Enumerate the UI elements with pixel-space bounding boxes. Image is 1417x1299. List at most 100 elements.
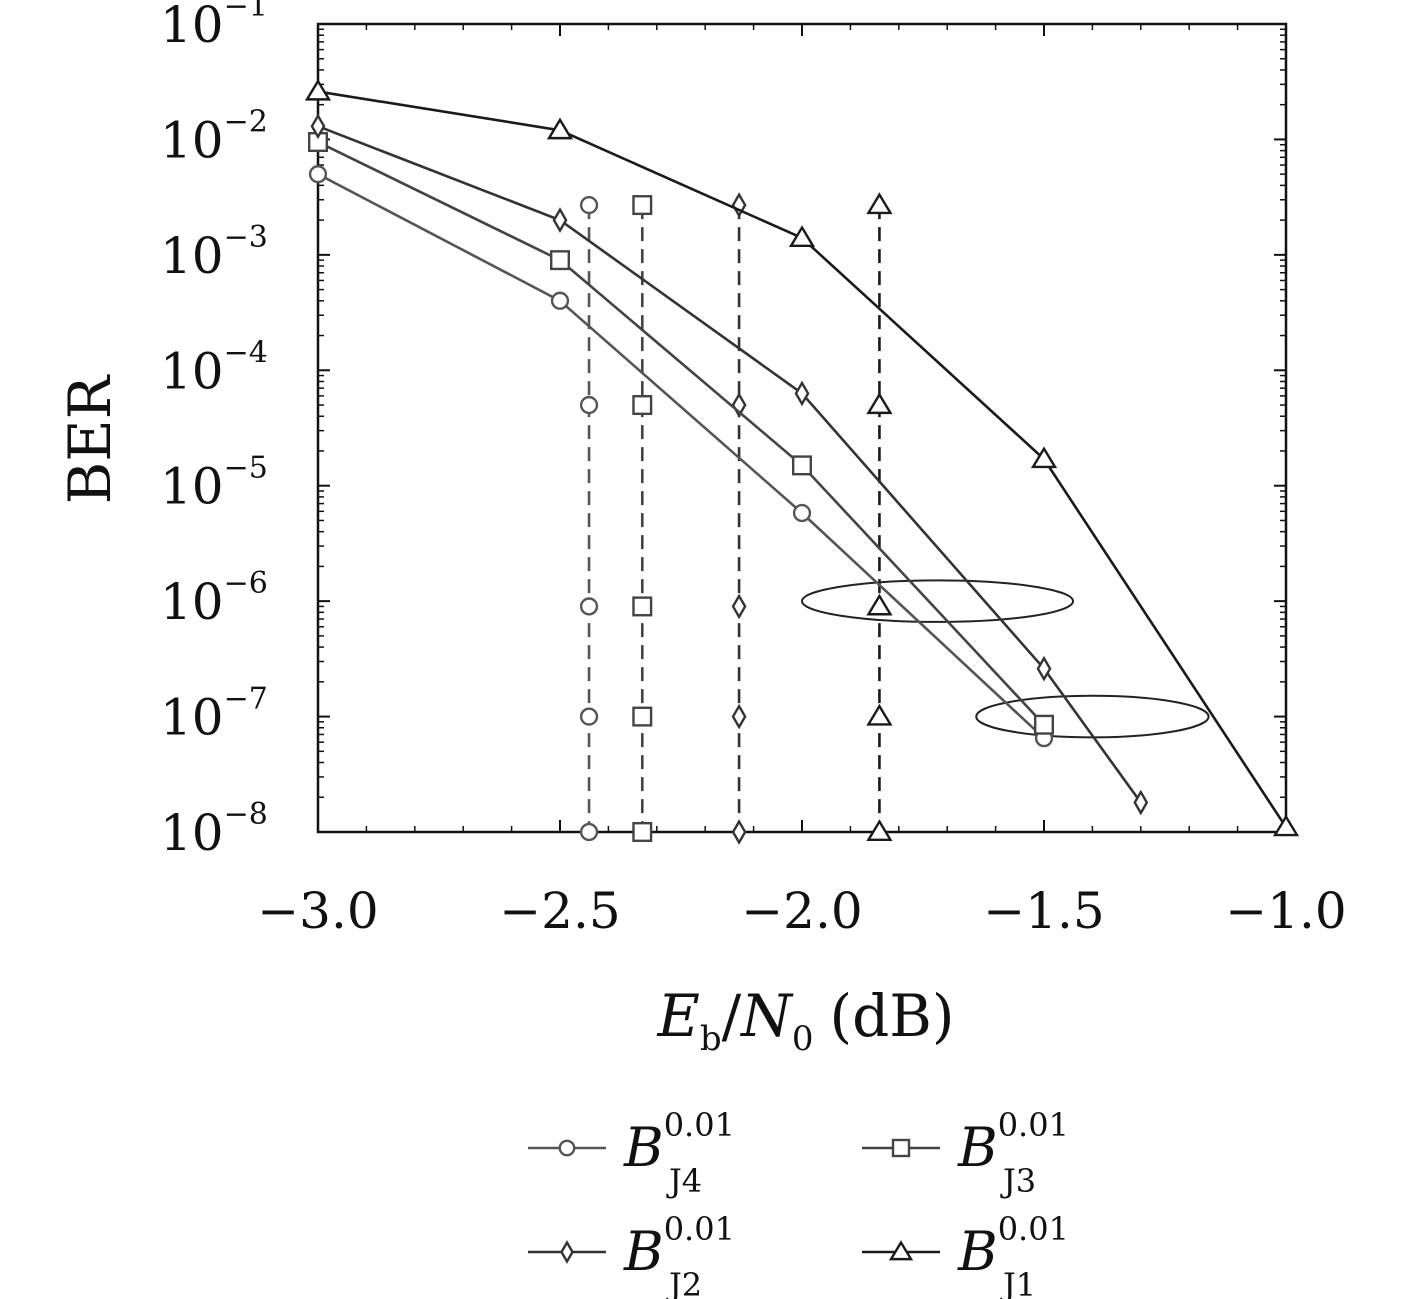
x-title-symbol2-sub: 0	[792, 1019, 814, 1059]
data-point-j3	[792, 455, 813, 476]
legend-sup: 0.01	[998, 1210, 1069, 1248]
threshold-lines	[579, 192, 893, 845]
legend-label-j1: B0.01 J1	[957, 1210, 1069, 1299]
threshold-marker-j2	[731, 593, 747, 620]
threshold-marker-j3	[632, 195, 653, 216]
legend-main: B	[623, 1220, 664, 1283]
y-tick-base: 10	[160, 111, 224, 169]
series-line-j3	[318, 140, 1045, 726]
legend-marker-j3	[891, 1138, 911, 1158]
y-tick-label: 10−4	[160, 335, 268, 400]
y-tick-exponent: −3	[224, 220, 268, 255]
threshold-marker-j4	[579, 707, 599, 726]
y-tick-exponent: −6	[224, 566, 268, 601]
axis-ticks	[317, 23, 1287, 833]
threshold-marker-j1	[866, 593, 893, 616]
series-line-j4	[318, 173, 1045, 740]
data-point-j4	[308, 165, 328, 184]
data-point-j2	[310, 113, 326, 140]
legend-label-j3: B0.01 J3	[957, 1106, 1069, 1200]
threshold-marker-j4	[579, 395, 599, 415]
threshold-marker-j2	[731, 703, 747, 730]
series-markers-j3	[308, 131, 1054, 735]
legend-main: B	[623, 1116, 664, 1179]
data-point-j1	[1272, 814, 1300, 837]
threshold-marker-j4	[579, 822, 599, 842]
legend-item-j4: B0.01 J4	[528, 1106, 735, 1200]
data-point-j3	[1033, 714, 1054, 735]
threshold-marker-j1	[866, 392, 893, 415]
y-tick-label: 10−2	[160, 104, 268, 169]
plot-frame	[316, 22, 1288, 834]
threshold-j2	[731, 192, 747, 845]
legend-item-j1: B0.01 J1	[862, 1210, 1069, 1299]
y-tick-base: 10	[160, 342, 224, 400]
y-tick-base: 10	[160, 573, 224, 631]
data-point-j1	[788, 225, 816, 248]
x-tick-label: −1.5	[983, 882, 1104, 940]
legend-subscript: J3	[1000, 1162, 1036, 1200]
series-j4	[318, 173, 1045, 740]
x-tick-label: −1.0	[1225, 882, 1346, 940]
legend-main: B	[957, 1220, 998, 1283]
y-tick-label: 10−8	[160, 797, 268, 862]
series-j3	[318, 140, 1045, 726]
y-tick-base: 10	[160, 0, 224, 54]
threshold-marker-j4	[579, 195, 599, 215]
y-tick-base: 10	[160, 689, 224, 747]
x-title-symbol: E	[656, 982, 699, 1050]
x-title-unit: (dB)	[830, 982, 955, 1050]
legend-subscript: J2	[666, 1266, 702, 1299]
legend-sup: 0.01	[998, 1106, 1069, 1144]
y-tick-exponent: −8	[224, 797, 268, 832]
y-tick-exponent: −4	[224, 335, 268, 370]
y-tick-exponent: −2	[224, 104, 268, 139]
legend-label-j2: B0.01 J2	[623, 1210, 735, 1299]
data-point-j3	[550, 250, 571, 271]
threshold-marker-j3	[632, 395, 653, 416]
threshold-marker-j1	[866, 819, 893, 842]
y-tick-label: 10−3	[160, 220, 268, 285]
threshold-marker-j2	[731, 819, 747, 845]
data-point-j2	[794, 380, 810, 407]
legend-sup: 0.01	[664, 1106, 735, 1144]
x-tick-labels: −3.0 −2.5 −2.0 −1.5 −1.0	[257, 882, 1346, 940]
legend-label-j4: B0.01 J4	[623, 1106, 735, 1200]
threshold-marker-j1	[866, 703, 893, 726]
threshold-marker-j3	[632, 596, 653, 617]
x-tick-label: −2.5	[499, 882, 620, 940]
legend-marker-j4	[558, 1139, 576, 1157]
legend-subscript: J4	[666, 1162, 702, 1200]
threshold-marker-j3	[632, 706, 653, 727]
legend-item-j3: B0.01 J3	[862, 1106, 1069, 1200]
y-axis-title: BER	[56, 373, 124, 504]
x-title-symbol-sub: b	[700, 1019, 722, 1059]
y-tick-label: 10−7	[160, 682, 268, 747]
annotation-ellipse	[801, 579, 1075, 623]
data-point-j1	[1030, 446, 1058, 469]
data-point-j4	[792, 503, 812, 523]
y-tick-exponent: −7	[224, 682, 268, 717]
data-point-j2	[1036, 655, 1052, 682]
legend-marker-j1	[888, 1240, 914, 1261]
legend-item-j2: B0.01 J2	[528, 1210, 735, 1299]
threshold-j4	[579, 195, 599, 842]
y-tick-label: 10−1	[160, 0, 268, 54]
data-point-j2	[552, 207, 568, 233]
x-axis-title: Eb/N0 (dB)	[656, 982, 954, 1059]
legend-sup: 0.01	[664, 1210, 735, 1248]
x-tick-label: −3.0	[257, 882, 378, 940]
y-tick-base: 10	[160, 458, 224, 516]
series-markers-j2	[310, 113, 1149, 816]
x-title-symbol2: N	[739, 982, 794, 1050]
series-markers-j1	[304, 78, 1300, 837]
y-tick-label: 10−5	[160, 451, 268, 516]
data-point-j4	[550, 291, 570, 310]
x-title-slash: /	[722, 982, 742, 1050]
annotation-ellipses	[801, 579, 1210, 739]
annotation-ellipse	[975, 694, 1210, 739]
y-tick-exponent: −1	[224, 0, 268, 24]
data-point-j1	[304, 78, 332, 101]
